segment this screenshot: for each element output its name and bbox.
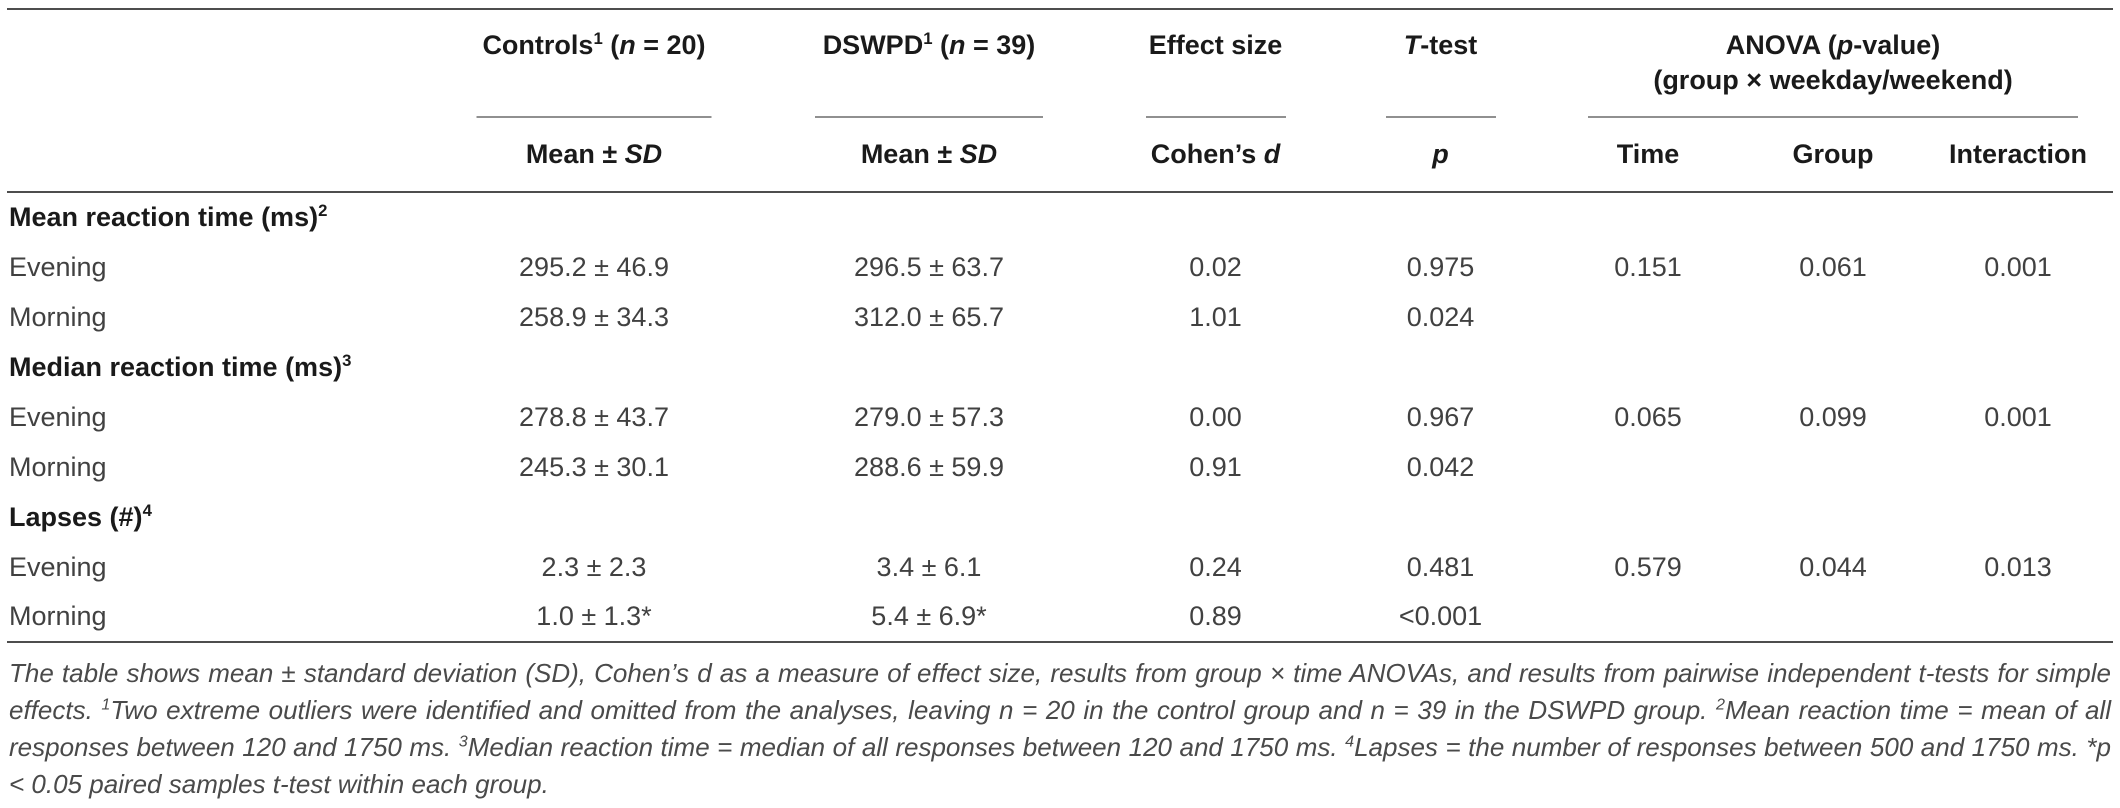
t-test-underline (1385, 116, 1496, 118)
section-row-mean-rt: Mean reaction time (ms)2 (7, 192, 2113, 242)
row-label: Evening (9, 251, 107, 282)
cell-anova-group: 0.044 (1799, 551, 1867, 582)
section-row-median-rt: Median reaction time (ms)3 (7, 342, 2113, 392)
dswpd-underline (815, 116, 1043, 118)
section-title: Lapses (#)4 (9, 500, 152, 532)
section-title: Median reaction time (ms)3 (9, 350, 352, 382)
subheader-p: p (1328, 118, 1553, 193)
cell-dswpd: 288.6 ± 59.9 (854, 451, 1004, 482)
subheader-time: Time (1553, 118, 1743, 193)
subheader-empty (7, 118, 433, 193)
cell-anova-group (1743, 442, 1923, 492)
table-footnote: The table shows mean ± standard deviatio… (9, 658, 2111, 799)
cell-controls: 278.8 ± 43.7 (519, 401, 669, 432)
cell-cohens-d: 0.89 (1103, 592, 1328, 643)
row-label: Morning (9, 301, 107, 332)
subheader-cohens-d: Cohen’s d (1103, 118, 1328, 193)
table-row: Evening 295.2 ± 46.9 296.5 ± 63.7 0.02 0… (7, 242, 2113, 292)
effect-size-underline (1145, 116, 1286, 118)
controls-underline (476, 116, 712, 118)
cell-dswpd: 279.0 ± 57.3 (854, 401, 1004, 432)
cell-anova-group: 0.099 (1799, 401, 1867, 432)
col-header-t-test: T-test (1328, 9, 1553, 118)
group-header-row: Controls1 (n = 20) DSWPD1 (n = 39) Effec… (7, 9, 2113, 118)
cell-p: 0.967 (1406, 401, 1475, 432)
cell-anova-interaction (1923, 292, 2113, 342)
cell-anova-interaction (1923, 442, 2113, 492)
cell-anova-interaction: 0.001 (1984, 251, 2052, 282)
cell-anova-group (1743, 292, 1923, 342)
cell-controls: 245.3 ± 30.1 (519, 451, 669, 482)
cell-dswpd: 3.4 ± 6.1 (876, 551, 982, 582)
t-test-header-label: T-test (1403, 30, 1478, 60)
cell-dswpd: 296.5 ± 63.7 (854, 251, 1004, 282)
statistics-table: Controls1 (n = 20) DSWPD1 (n = 39) Effec… (7, 8, 2114, 643)
col-header-anova: ANOVA (p-value) (group × weekday/weekend… (1553, 9, 2113, 118)
anova-header-line1: ANOVA (p-value) (1725, 30, 1941, 60)
table-row: Evening 2.3 ± 2.3 3.4 ± 6.1 0.24 0.481 0… (7, 542, 2113, 592)
subheader-group: Group (1743, 118, 1923, 193)
anova-underline (1588, 116, 2078, 118)
cell-cohens-d: 0.00 (1189, 401, 1242, 432)
subheader-dswpd-mean-sd: Mean ± SD (755, 118, 1103, 193)
controls-header-label: Controls1 (n = 20) (482, 29, 706, 60)
cell-p: 0.042 (1406, 451, 1475, 482)
anova-header-label: ANOVA (p-value) (group × weekday/weekend… (1553, 10, 2113, 98)
anova-header-line2: (group × weekday/weekend) (1653, 65, 2013, 95)
cell-cohens-d: 0.24 (1189, 551, 1242, 582)
cell-anova-time (1553, 592, 1743, 643)
cell-anova-time (1553, 442, 1743, 492)
dswpd-header-label: DSWPD1 (n = 39) (822, 29, 1036, 60)
cell-cohens-d: 0.02 (1189, 251, 1242, 282)
table-row: Morning 1.0 ± 1.3* 5.4 ± 6.9* 0.89 <0.00… (7, 592, 2114, 643)
cell-cohens-d: 1.01 (1189, 301, 1242, 332)
cell-p: 0.975 (1406, 251, 1475, 282)
cell-anova-interaction: 0.013 (1984, 551, 2052, 582)
table-row: Evening 278.8 ± 43.7 279.0 ± 57.3 0.00 0… (7, 392, 2113, 442)
row-label: Evening (9, 551, 107, 582)
row-label: Morning (7, 592, 433, 643)
cell-anova-time: 0.151 (1614, 251, 1682, 282)
row-label: Morning (9, 451, 107, 482)
col-header-dswpd: DSWPD1 (n = 39) (755, 9, 1103, 118)
cell-anova-time (1553, 292, 1743, 342)
col-header-controls: Controls1 (n = 20) (433, 9, 755, 118)
table-row: Morning 258.9 ± 34.3 312.0 ± 65.7 1.01 0… (7, 292, 2113, 342)
cell-anova-group (1743, 592, 1923, 643)
effect-size-header-label: Effect size (1148, 30, 1283, 60)
col-header-effect-size: Effect size (1103, 9, 1328, 118)
subheader-row: Mean ± SD Mean ± SD Cohen’s d p Time Gro… (7, 118, 2114, 193)
cell-p: <0.001 (1328, 592, 1553, 643)
cell-p: 0.024 (1406, 301, 1475, 332)
cell-controls: 258.9 ± 34.3 (519, 301, 669, 332)
cell-anova-time: 0.579 (1614, 551, 1682, 582)
cell-anova-interaction (1923, 592, 2114, 643)
cell-controls: 1.0 ± 1.3* (433, 592, 755, 643)
corner-cell (7, 9, 433, 118)
cell-cohens-d: 0.91 (1189, 451, 1242, 482)
row-label: Evening (9, 401, 107, 432)
cell-dswpd: 5.4 ± 6.9* (755, 592, 1103, 643)
section-title: Mean reaction time (ms)2 (9, 201, 328, 232)
cell-dswpd: 312.0 ± 65.7 (854, 301, 1004, 332)
section-row-lapses: Lapses (#)4 (7, 492, 2113, 542)
subheader-controls-mean-sd: Mean ± SD (433, 118, 755, 193)
table-row: Morning 245.3 ± 30.1 288.6 ± 59.9 0.91 0… (7, 442, 2113, 492)
cell-p: 0.481 (1406, 551, 1475, 582)
subheader-interaction: Interaction (1923, 118, 2114, 193)
cell-controls: 295.2 ± 46.9 (519, 251, 669, 282)
cell-anova-interaction: 0.001 (1984, 401, 2052, 432)
cell-anova-time: 0.065 (1614, 401, 1682, 432)
cell-anova-group: 0.061 (1799, 251, 1867, 282)
cell-controls: 2.3 ± 2.3 (541, 551, 647, 582)
